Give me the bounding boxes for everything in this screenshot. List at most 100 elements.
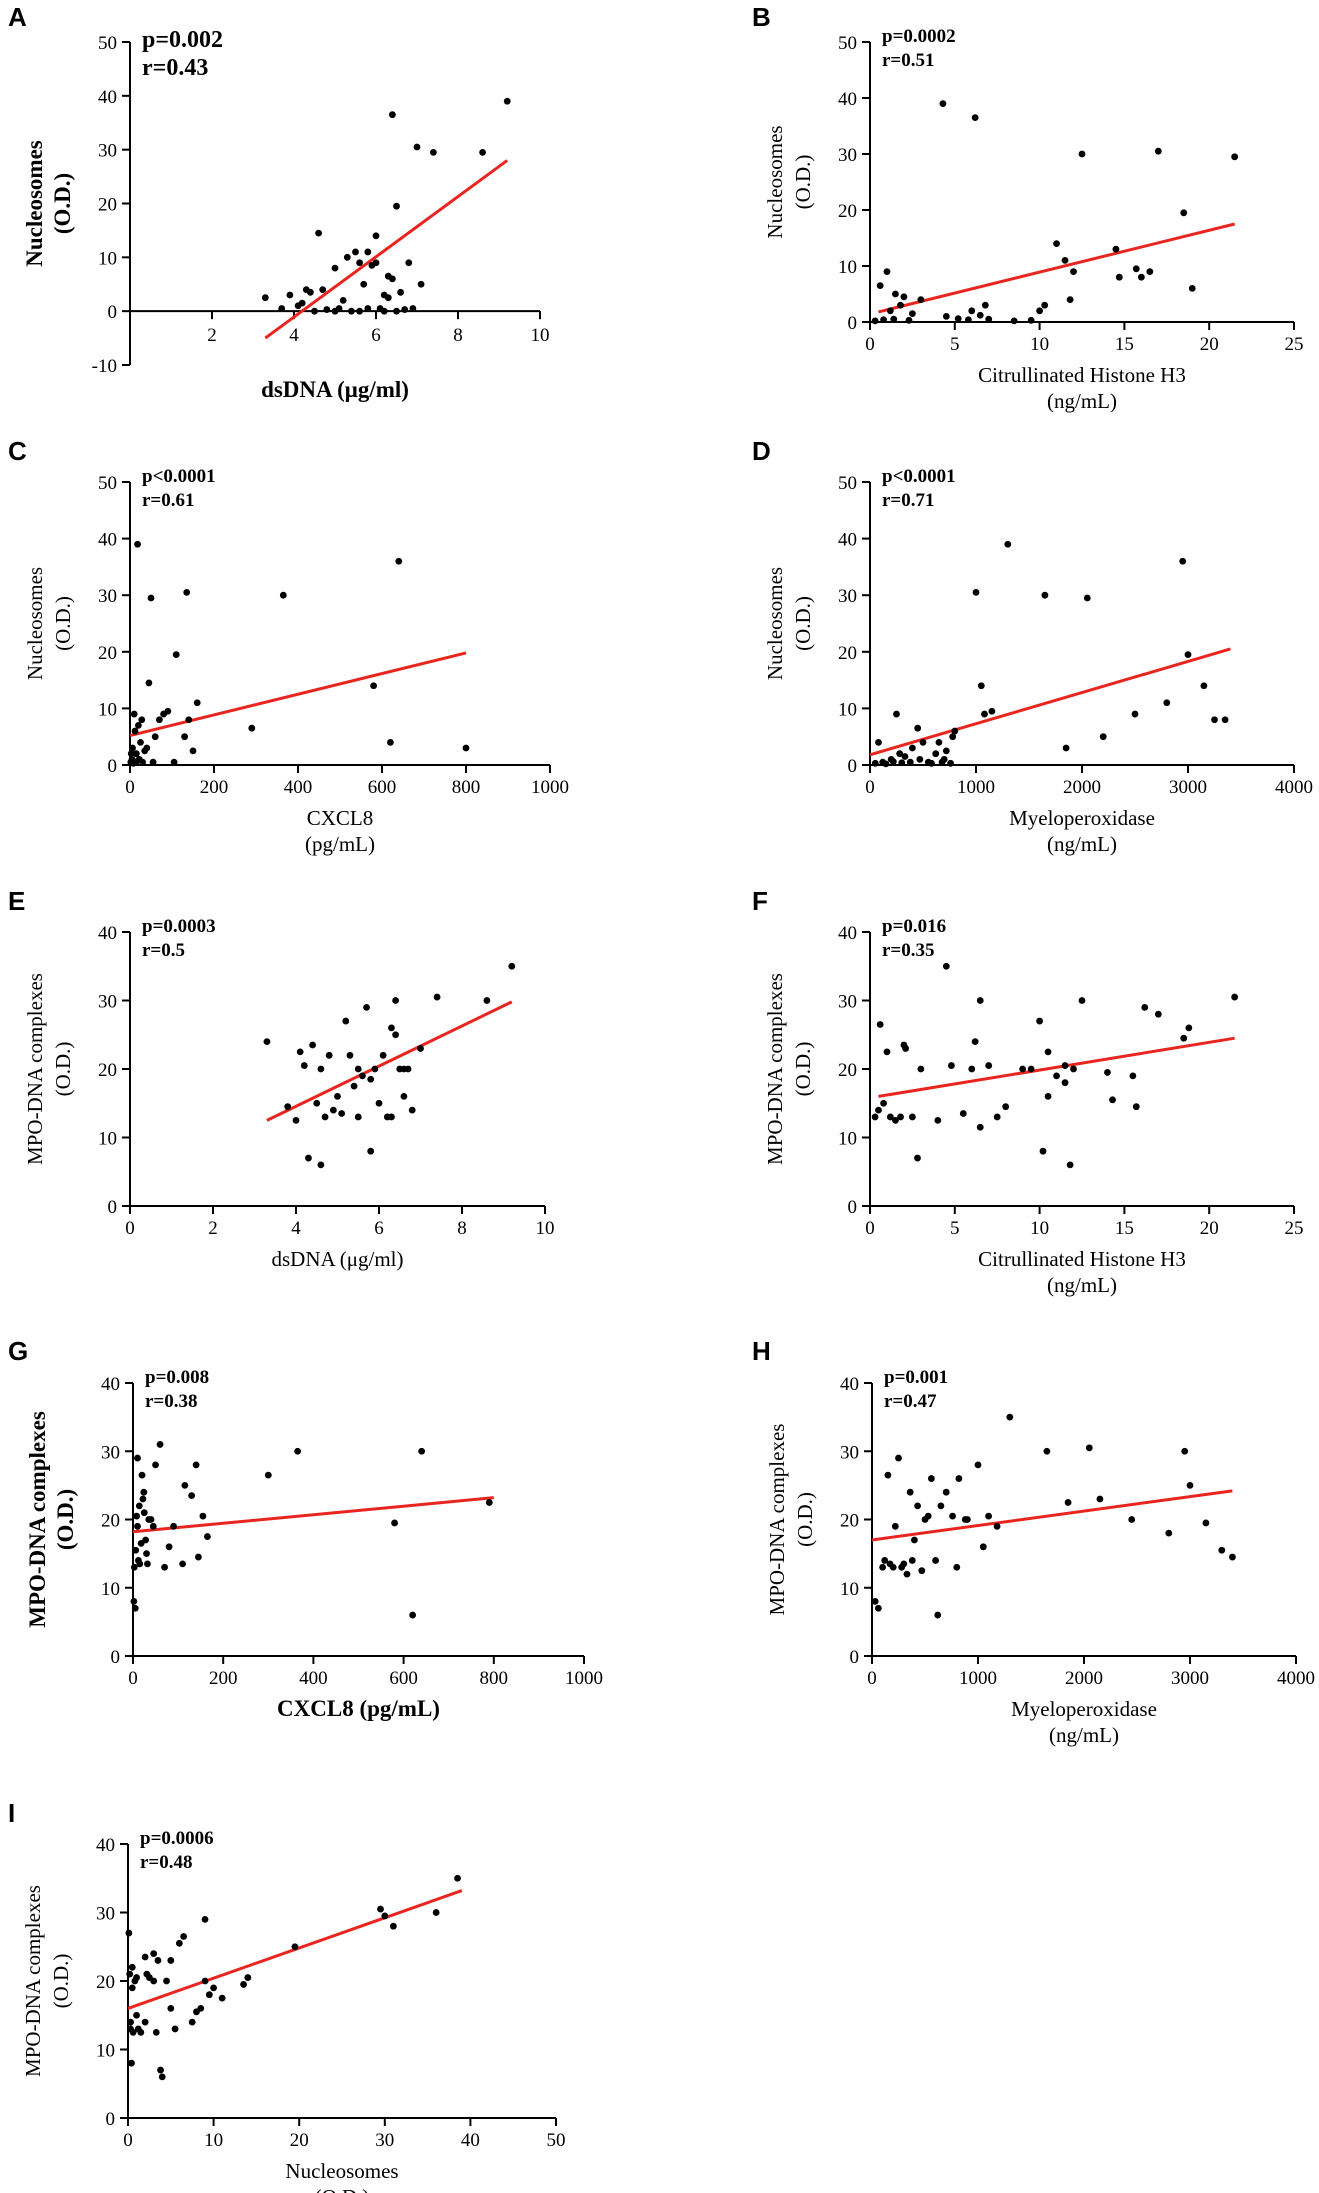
x-tick-label: 20 [290,2130,309,2151]
data-point [296,1048,304,1056]
data-point [889,758,897,766]
data-point [953,1563,961,1571]
data-point [1062,744,1070,752]
data-point [334,1093,341,1100]
r-value: r=0.61 [142,490,195,511]
panel-letter: B [752,2,771,32]
regression-line [869,647,1231,757]
data-point [338,1110,346,1117]
data-point [284,1103,292,1111]
data-point [968,1065,976,1073]
panel-letter: E [8,886,25,916]
data-point [317,1161,325,1169]
data-point [880,1099,887,1107]
data-point [1154,147,1162,155]
y-tick-label: 50 [98,33,117,54]
data-point [158,2073,166,2081]
p-value: p=0.0003 [142,916,216,937]
data-point [977,682,985,690]
x-tick-label: 10 [1030,1218,1049,1239]
data-point [1036,1017,1043,1025]
data-point [1231,993,1239,1001]
x-tick-label: 15 [1115,334,1134,355]
data-point [1027,316,1035,324]
data-point [388,1024,395,1032]
data-point [942,747,950,755]
data-point [876,1021,884,1028]
y-axis-title: Nucleosomes [22,140,47,267]
data-point [874,1604,882,1612]
data-point [181,1481,189,1489]
data-point [462,744,470,752]
data-point [905,316,913,324]
y-tick-label: 40 [838,89,857,110]
x-axis-title: Citrullinated Histone H3 [978,363,1186,387]
data-point [955,1475,963,1482]
data-point [1188,285,1196,292]
data-point [892,290,899,298]
data-point [1229,1553,1236,1561]
x-tick-label: 50 [547,2130,566,2151]
data-point [972,588,980,596]
x-tick-label: 10 [536,1218,555,1239]
data-point [937,1502,945,1510]
y-tick-label: 20 [101,1511,120,1532]
data-point [364,248,372,256]
data-point [363,1003,370,1011]
data-point [485,1499,493,1506]
data-point [454,1874,461,1882]
data-point [1019,1065,1027,1073]
x-tick-label: 800 [480,1668,509,1689]
data-point [1109,1096,1116,1104]
x-tick-label: 4000 [1275,777,1313,798]
y-axis-title: MPO-DNA complexes [765,1424,789,1616]
data-point [981,301,989,309]
regression-line [129,651,467,738]
data-point [156,716,163,724]
data-point [892,1116,899,1124]
data-point [130,1598,138,1605]
data-point [167,1957,175,1964]
r-value: r=0.51 [882,50,935,71]
x-tick-label: 600 [389,1668,418,1689]
data-point [940,755,948,763]
y-tick-label: 20 [838,1060,857,1081]
y-tick-label: 20 [98,1060,117,1081]
data-point [1104,1069,1111,1076]
data-point [307,288,314,296]
data-point [413,143,421,151]
data-point [135,1502,143,1510]
data-point [1096,1495,1104,1503]
p-value: p=0.0002 [882,26,956,47]
y-tick-label: 0 [108,1197,118,1218]
data-point [1231,153,1239,161]
data-point [156,1441,164,1448]
data-point [1061,257,1069,264]
y-tick-label: 0 [108,302,118,323]
data-point [1129,1072,1137,1080]
data-point [389,1922,397,1930]
data-point [959,1110,967,1117]
data-point [151,733,159,741]
data-point [150,1950,158,1957]
data-point [129,744,136,752]
y-axis-title: (O.D.) [791,1042,815,1097]
data-point [392,997,399,1004]
data-point [149,758,157,766]
data-point [1041,301,1049,309]
data-point [152,2028,160,2036]
data-point [1128,1516,1136,1523]
data-point [199,1512,207,1520]
y-tick-label: 0 [848,1197,858,1218]
data-point [286,291,294,299]
data-point [278,305,286,312]
y-tick-label: 20 [96,1972,115,1993]
data-point [1132,265,1140,273]
data-point [401,306,409,313]
data-point [163,1977,170,1985]
data-point [1083,594,1091,602]
data-point [291,1943,299,1951]
data-point [1115,273,1123,281]
data-point [1039,1147,1047,1155]
